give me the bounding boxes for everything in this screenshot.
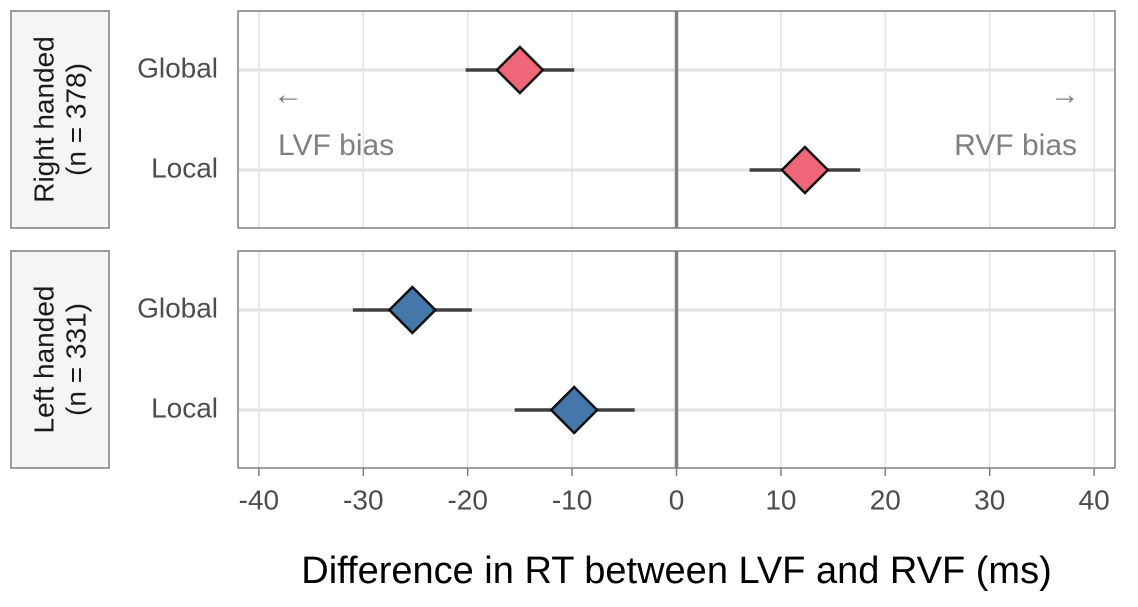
point-marker: [780, 145, 830, 195]
panel-border: [237, 10, 1116, 229]
strip-label-n: (n = 378): [60, 63, 91, 176]
point-marker: [549, 385, 599, 435]
rvf-arrow: →: [1050, 78, 1080, 111]
strip-label-n: (n = 331): [60, 303, 91, 416]
x-tick-label: 30: [974, 484, 1005, 515]
x-tick-label: 20: [870, 484, 901, 515]
rvf-bias-label: RVF bias: [954, 129, 1077, 162]
x-axis-title: Difference in RT between LVF and RVF (ms…: [301, 550, 1051, 592]
y-tick-label: Global: [137, 292, 218, 323]
x-tick-label: -30: [343, 484, 383, 515]
x-tick-label: -10: [552, 484, 592, 515]
point-marker: [495, 45, 545, 95]
lvf-arrow: ←: [273, 78, 303, 111]
strip-label-group: Left handed: [28, 286, 59, 434]
lvf-bias-label: LVF bias: [278, 129, 394, 162]
x-tick-label: 0: [669, 484, 685, 515]
x-tick-label: 40: [1079, 484, 1110, 515]
x-tick-label: -40: [239, 484, 279, 515]
panel-1: Right handed (n = 378) Global Local ← LVF bia…: [10, 10, 1116, 229]
x-tick-label: 10: [765, 484, 796, 515]
strip-label-group: Right handed: [28, 36, 59, 203]
panel-strip: [10, 10, 110, 229]
point-marker: [387, 285, 438, 335]
panel-strip: [10, 250, 110, 469]
panel-2: Left handed (n = 331) Global Local: [10, 250, 1116, 469]
y-tick-label: Local: [151, 152, 218, 183]
y-tick-label: Global: [137, 52, 218, 83]
y-tick-label: Local: [151, 392, 218, 423]
x-tick-label: -20: [447, 484, 487, 515]
